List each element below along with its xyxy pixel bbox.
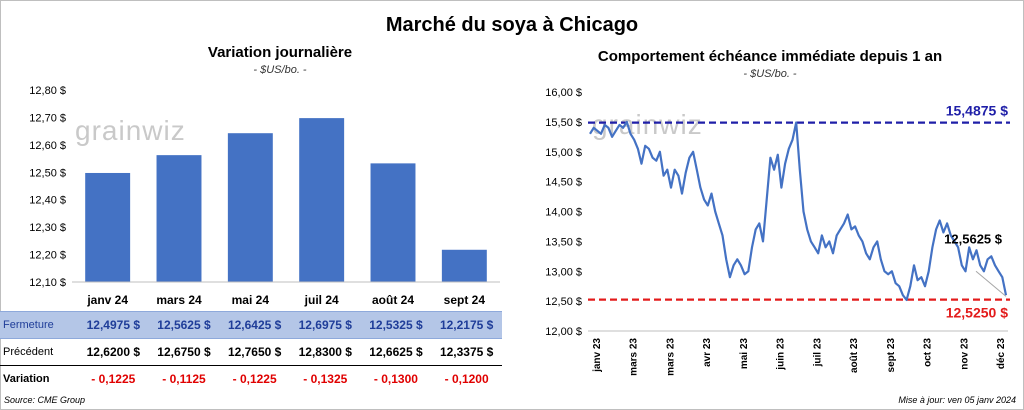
bar-chart-subtitle: - $US/bo. - — [253, 64, 307, 76]
update-note: Mise à jour: ven 05 janv 2024 — [898, 395, 1016, 405]
previous-value: 12,6750 $ — [148, 338, 220, 366]
y-tick-label: 15,50 $ — [545, 117, 582, 129]
row-label-close: Fermeture — [0, 311, 78, 339]
y-tick-label: 13,00 $ — [545, 266, 582, 278]
variation-value: - 0,1200 — [444, 372, 489, 387]
previous-value: 12,7650 $ — [219, 338, 290, 366]
y-tick-label: 12,40 $ — [29, 195, 66, 207]
x-tick-label: juil 24 — [304, 293, 339, 307]
previous-value: 12,6200 $ — [78, 338, 149, 366]
bar-chart: grainwiz 12,10 $ 12,20 $ 12,30 $ 12,40 $ 12,5… — [29, 85, 500, 307]
table-row-previous: Précédent 12,6200 $ 12,6750 $ 12,7650 $ … — [0, 338, 502, 366]
y-tick-label: 14,00 $ — [545, 207, 582, 219]
last-value-leader — [975, 270, 1007, 297]
y-tick-label: 12,80 $ — [29, 85, 66, 97]
row-label-variation: Variation — [3, 373, 50, 386]
price-table: Fermeture 12,4975 $ 12,5625 $ 12,6425 $ … — [0, 311, 502, 393]
y-tick-label: 16,00 $ — [545, 87, 582, 99]
variation-value: - 0,1225 — [232, 372, 277, 387]
y-tick-label: 12,70 $ — [29, 112, 66, 124]
source-note: Source: CME Group — [4, 395, 86, 405]
close-value: 12,6975 $ — [289, 311, 361, 339]
y-tick-label: 12,60 $ — [29, 140, 66, 152]
x-tick-label: avr 23 — [702, 338, 713, 367]
x-tick-label: déc 23 — [996, 338, 1007, 370]
x-tick-label: mars 24 — [156, 293, 202, 307]
y-tick-label: 12,20 $ — [29, 250, 66, 262]
x-tick-label: mars 23 — [629, 338, 640, 376]
x-tick-label: août 24 — [372, 293, 414, 307]
previous-value: 12,6625 $ — [360, 338, 432, 366]
bar — [441, 249, 487, 282]
x-tick-label: oct 23 — [923, 338, 934, 367]
bar — [227, 133, 273, 282]
bar — [85, 172, 131, 282]
variation-value: - 0,1125 — [162, 372, 206, 387]
page-title: Marché du soya à Chicago — [385, 14, 639, 36]
watermark-logo: grainwiz — [75, 115, 186, 146]
last-value-label: 12,5625 $ — [944, 231, 1003, 246]
close-value: 12,4975 $ — [78, 311, 149, 339]
low-value-label: 12,5250 $ — [946, 305, 1008, 321]
previous-value: 12,8300 $ — [289, 338, 361, 366]
y-tick-label: 13,50 $ — [545, 236, 582, 248]
y-tick-label: 15,00 $ — [545, 147, 582, 159]
y-tick-label: 12,50 $ — [29, 167, 66, 179]
x-tick-label: mars 23 — [665, 338, 676, 376]
y-tick-label: 12,30 $ — [29, 222, 66, 234]
table-row-variation: Variation - 0,1225 - 0,1125 - 0,1225 - 0… — [0, 366, 502, 393]
x-tick-label: janv 23 — [592, 338, 603, 373]
line-chart: grainwiz 12,00 $ 12,50 $ 13,00 $ 13,50 $ 14,0… — [545, 87, 1010, 376]
y-tick-label: 12,50 $ — [545, 296, 582, 308]
x-tick-label: mai 23 — [739, 338, 750, 370]
y-tick-label: 14,50 $ — [545, 177, 582, 189]
previous-value: 12,3375 $ — [431, 338, 502, 366]
line-chart-title: Comportement échéance immédiate depuis 1… — [597, 48, 943, 65]
price-series-line — [589, 120, 1008, 301]
row-label-previous: Précédent — [0, 338, 78, 366]
close-value: 12,6425 $ — [219, 311, 290, 339]
x-tick-label: janv 24 — [86, 293, 128, 307]
bar — [299, 118, 345, 282]
close-value: 12,2175 $ — [431, 311, 502, 339]
x-tick-label: sept 23 — [886, 338, 897, 373]
bar-chart-title: Variation journalière — [207, 44, 353, 61]
close-value: 12,5325 $ — [360, 311, 432, 339]
x-tick-label: sept 24 — [444, 293, 486, 307]
high-value-label: 15,4875 $ — [946, 103, 1008, 119]
table-row-close: Fermeture 12,4975 $ 12,5625 $ 12,6425 $ … — [0, 311, 502, 339]
variation-value: - 0,1325 — [303, 372, 348, 387]
x-tick-label: mai 24 — [232, 293, 270, 307]
bar — [156, 155, 202, 282]
x-tick-label: nov 23 — [959, 338, 970, 370]
close-value: 12,5625 $ — [148, 311, 220, 339]
variation-value: - 0,1300 — [373, 372, 418, 387]
bar — [370, 163, 416, 282]
x-tick-label: juin 23 — [776, 338, 787, 371]
y-tick-label: 12,10 $ — [29, 277, 66, 289]
line-chart-subtitle: - $US/bo. - — [743, 68, 797, 80]
x-tick-label: juil 23 — [812, 338, 823, 368]
y-tick-label: 12,00 $ — [545, 326, 582, 338]
variation-value: - 0,1225 — [91, 372, 136, 387]
watermark-logo: grainwiz — [592, 109, 703, 140]
x-tick-label: août 23 — [849, 338, 860, 373]
